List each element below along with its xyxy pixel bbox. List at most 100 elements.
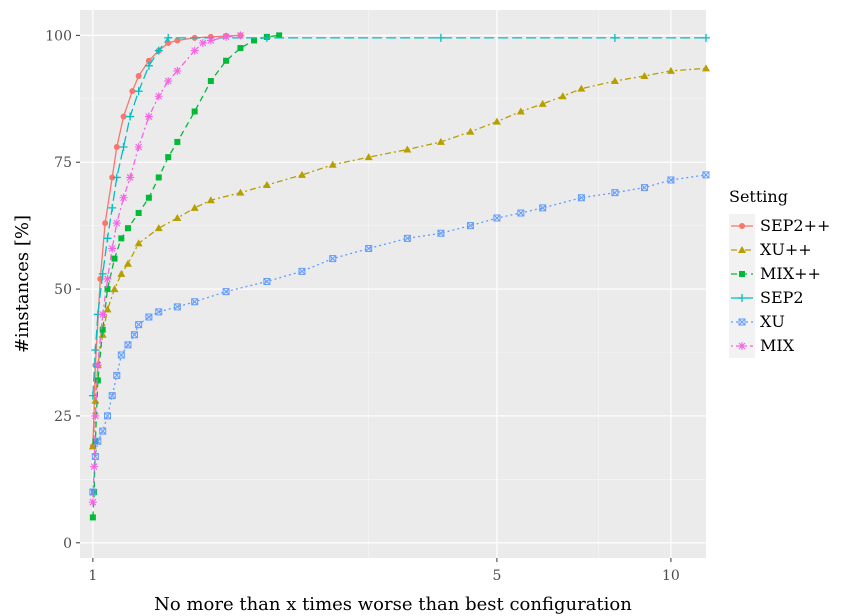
data-point xyxy=(103,274,112,283)
data-point xyxy=(222,32,231,41)
legend-key-marker xyxy=(739,271,745,277)
legend-key-marker xyxy=(738,318,746,326)
data-point xyxy=(111,255,118,262)
data-point xyxy=(403,145,412,153)
data-point xyxy=(134,87,143,96)
data-point xyxy=(174,37,181,44)
legend-label: MIX++ xyxy=(760,264,821,283)
series-line xyxy=(92,67,707,447)
data-point xyxy=(174,138,181,145)
data-point xyxy=(223,57,230,64)
data-point xyxy=(126,112,135,121)
data-point xyxy=(173,214,182,222)
data-point xyxy=(236,31,245,40)
x-tick-label: 1 xyxy=(88,568,97,584)
data-point xyxy=(702,33,710,42)
data-point xyxy=(135,72,142,79)
data-point xyxy=(98,310,107,319)
data-point xyxy=(577,194,585,202)
legend-label: XU++ xyxy=(760,240,812,259)
data-point xyxy=(99,427,107,435)
data-point xyxy=(610,77,619,85)
data-point xyxy=(89,514,96,521)
y-tick-label: 25 xyxy=(54,409,72,425)
series-layer xyxy=(88,31,710,521)
data-point xyxy=(94,437,102,445)
data-point xyxy=(517,209,525,217)
data-point xyxy=(298,267,306,275)
data-point xyxy=(120,113,127,120)
data-point xyxy=(436,137,445,145)
data-point xyxy=(173,66,182,75)
data-point xyxy=(236,188,245,196)
data-point xyxy=(297,170,306,178)
data-point xyxy=(666,66,675,74)
data-point xyxy=(113,144,120,150)
data-point xyxy=(667,176,675,184)
data-point xyxy=(135,209,142,216)
data-point xyxy=(154,224,163,232)
data-point xyxy=(92,438,99,445)
legend-label: SEP2 xyxy=(760,288,804,307)
data-point xyxy=(466,127,475,135)
data-point xyxy=(165,154,172,161)
data-point xyxy=(119,193,128,202)
data-point xyxy=(88,391,97,400)
y-tick-label: 50 xyxy=(54,282,72,298)
data-point xyxy=(119,143,128,151)
y-tick-label: 75 xyxy=(54,155,72,171)
data-point xyxy=(437,229,445,237)
data-point xyxy=(329,255,337,263)
data-point xyxy=(164,33,173,42)
data-point xyxy=(191,298,199,306)
data-point xyxy=(191,108,198,115)
data-point xyxy=(124,341,132,349)
legend-label: MIX xyxy=(760,336,795,355)
legend: Setting SEP2++ XU++ MIX++ SEP2 XU MIX xyxy=(729,187,830,358)
data-point xyxy=(123,259,132,267)
data-point xyxy=(88,442,97,450)
legend-label: XU xyxy=(760,312,785,331)
data-point xyxy=(108,392,116,400)
y-tick-label: 100 xyxy=(45,28,72,44)
data-point xyxy=(206,196,215,204)
legend-key-marker xyxy=(738,294,746,302)
data-point xyxy=(702,171,710,179)
data-point xyxy=(237,45,244,52)
data-point xyxy=(126,173,135,182)
data-point xyxy=(640,71,649,79)
data-point xyxy=(145,194,152,201)
data-point xyxy=(134,239,143,247)
data-point xyxy=(222,288,230,296)
data-point xyxy=(91,453,99,461)
data-point xyxy=(108,203,117,212)
data-point xyxy=(145,57,152,64)
data-point xyxy=(88,498,97,507)
data-point xyxy=(113,371,121,379)
data-point xyxy=(108,244,117,253)
data-point xyxy=(207,78,214,85)
data-point xyxy=(117,269,126,277)
data-point xyxy=(117,351,125,359)
data-point xyxy=(364,153,373,161)
data-point xyxy=(109,174,116,181)
data-point xyxy=(493,214,501,222)
data-point xyxy=(135,321,143,329)
data-point xyxy=(702,64,710,72)
data-point xyxy=(144,112,153,121)
data-point xyxy=(492,117,501,125)
x-axis-title: No more than x times worse than best con… xyxy=(154,594,632,615)
data-point xyxy=(104,412,112,420)
legend-key-marker xyxy=(739,223,745,229)
y-axis: 0 25 50 75 100 xyxy=(45,28,80,552)
data-point xyxy=(91,489,98,496)
data-point xyxy=(94,377,101,384)
data-point xyxy=(538,99,547,107)
grid-major xyxy=(80,10,706,558)
data-point xyxy=(611,189,619,197)
data-point xyxy=(112,219,121,228)
data-point xyxy=(640,184,648,192)
data-point xyxy=(93,361,102,370)
data-point xyxy=(365,244,373,252)
